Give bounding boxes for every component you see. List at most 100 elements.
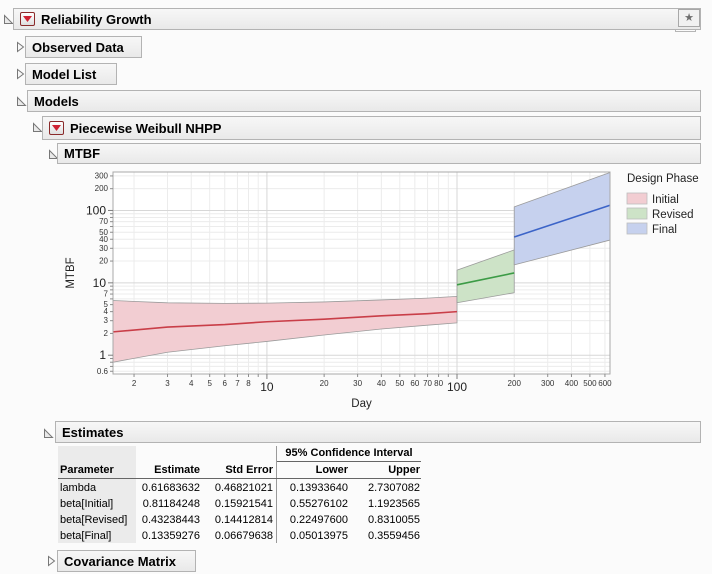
ci-header: 95% Confidence Interval [277,446,421,462]
col-header-estimate: Estimate [154,464,200,476]
svg-text:20: 20 [99,257,108,266]
cell-std-error: 0.06679638 [214,530,273,542]
svg-text:5: 5 [207,379,212,388]
outline-header-models[interactable]: Models [27,90,701,112]
svg-text:8: 8 [246,379,251,388]
cell-parameter: lambda [60,482,97,494]
svg-text:6: 6 [223,379,228,388]
cell-estimate: 0.61683632 [141,482,200,494]
expand-triangle-observed-data[interactable] [15,41,26,53]
cell-lower: 0.13933640 [289,482,348,494]
svg-text:60: 60 [410,379,419,388]
svg-text:30: 30 [353,379,362,388]
svg-text:300: 300 [541,379,555,388]
svg-text:80: 80 [434,379,443,388]
cell-lower: 0.22497600 [289,514,348,526]
svg-text:70: 70 [423,379,432,388]
parameter-column-background [58,446,136,543]
outline-title: MTBF [64,146,101,161]
svg-text:1: 1 [99,348,106,362]
svg-text:Revised: Revised [652,209,694,221]
svg-text:2: 2 [132,379,137,388]
svg-text:3: 3 [104,316,109,325]
cell-parameter: beta[Final] [60,530,112,542]
outline-title: Observed Data [32,39,124,55]
svg-text:7: 7 [104,290,109,299]
svg-text:100: 100 [447,380,467,394]
expand-triangle-covariance-matrix[interactable] [46,555,57,567]
svg-text:Day: Day [351,398,372,410]
cell-upper: 1.1923565 [368,498,420,510]
svg-text:Design Phase: Design Phase [627,173,699,185]
red-triangle-menu-icon[interactable] [20,12,35,26]
cell-lower: 0.55276102 [289,498,348,510]
red-triangle-icon [23,16,32,22]
svg-text:600: 600 [598,379,612,388]
collapse-triangle-mtbf[interactable] [48,148,59,160]
svg-text:2: 2 [104,329,109,338]
outline-header-reliability-growth[interactable]: Reliability Growth [13,8,701,30]
cell-estimate: 0.81184248 [142,498,200,510]
col-header-upper: Upper [388,464,420,476]
cell-upper: 0.8310055 [368,514,420,526]
svg-text:50: 50 [395,379,404,388]
svg-text:300: 300 [95,171,109,180]
collapse-triangle-estimates[interactable] [43,427,54,439]
cell-parameter: beta[Revised] [60,514,128,526]
outline-header-mtbf[interactable]: MTBF [57,143,701,164]
svg-text:400: 400 [565,379,579,388]
outline-title: Estimates [62,424,124,440]
star-icon: ★ [684,12,694,24]
svg-text:10: 10 [93,276,107,290]
cell-std-error: 0.14412814 [214,514,273,526]
collapse-triangle-models[interactable] [16,95,27,107]
cell-upper: 0.3559456 [368,530,420,542]
svg-text:70: 70 [99,217,108,226]
svg-text:40: 40 [377,379,386,388]
svg-text:500: 500 [583,379,597,388]
svg-text:4: 4 [189,379,194,388]
svg-text:10: 10 [260,380,274,394]
cell-lower: 0.05013975 [289,530,348,542]
svg-text:50: 50 [99,228,108,237]
col-header-std-error: Std Error [225,464,273,476]
outline-header-observed-data[interactable]: Observed Data [25,36,142,58]
svg-text:MTBF: MTBF [65,257,77,288]
cell-std-error: 0.15921541 [214,498,273,510]
outline-title: Piecewise Weibull NHPP [70,120,222,136]
outline-title: Covariance Matrix [64,553,176,569]
outline-title: Model List [32,66,97,82]
svg-text:100: 100 [86,203,106,217]
col-header-lower: Lower [315,464,348,476]
outline-header-piecewise-weibull-nhpp[interactable]: Piecewise Weibull NHPP [42,116,701,140]
expand-triangle-model-list[interactable] [15,68,26,80]
svg-text:5: 5 [104,300,109,309]
header-underline [58,478,421,479]
red-triangle-icon [52,125,61,131]
cell-estimate: 0.13359276 [141,530,200,542]
collapse-triangle-piecewise[interactable] [32,121,43,133]
svg-text:Initial: Initial [652,194,679,206]
red-triangle-menu-icon[interactable] [49,121,64,135]
svg-text:200: 200 [508,379,522,388]
cell-upper: 2.7307082 [368,482,420,494]
svg-text:7: 7 [235,379,240,388]
window-pin-button[interactable]: ★ [675,9,700,32]
outline-header-model-list[interactable]: Model List [25,63,117,85]
svg-text:200: 200 [95,184,109,193]
svg-text:40: 40 [99,235,108,244]
estimates-table: 95% Confidence Interval Parameter Estima… [58,446,422,545]
outline-title: Models [34,93,79,109]
svg-text:30: 30 [99,244,108,253]
outline-header-estimates[interactable]: Estimates [55,421,701,443]
outline-title: Reliability Growth [41,11,152,27]
cell-estimate: 0.43238443 [141,514,200,526]
table-vertical-divider [276,446,277,543]
outline-header-covariance-matrix[interactable]: Covariance Matrix [57,550,196,572]
svg-text:0.6: 0.6 [97,367,109,376]
mtbf-chart[interactable]: 1 10 100 0.6 2 3 4 5 7 20 30 40 50 70 200 300 10 100 2 3 4 5 6… [0,164,712,414]
collapse-triangle-reliability-growth[interactable] [3,13,14,25]
svg-text:20: 20 [320,379,329,388]
svg-text:4: 4 [104,307,109,316]
